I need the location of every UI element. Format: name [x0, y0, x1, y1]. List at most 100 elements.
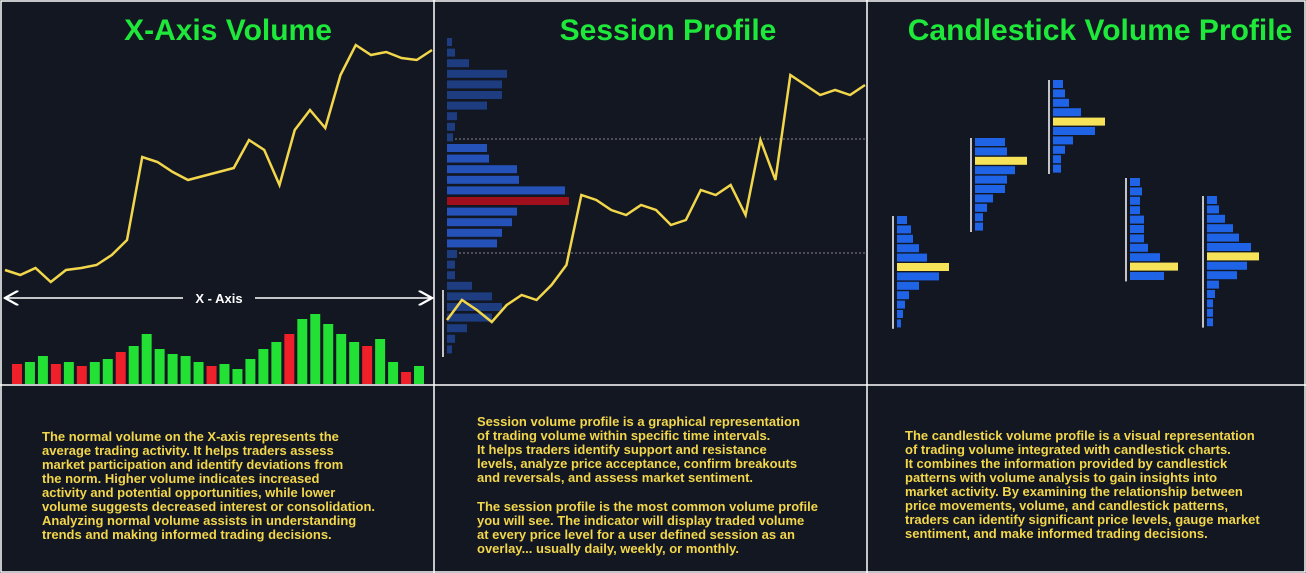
profile-bar: [897, 291, 909, 300]
axis-label: X - Axis: [195, 291, 242, 306]
volume-bar: [349, 342, 360, 384]
profile-bar: [1130, 272, 1164, 280]
description: average trading activity. It helps trade…: [42, 443, 334, 458]
volume-bar: [245, 359, 256, 384]
profile-bar: [897, 310, 903, 318]
profile-bar: [1207, 299, 1213, 308]
description: market participation and identify deviat…: [42, 457, 343, 472]
profile-bar: [975, 203, 987, 212]
profile-bar: [1053, 89, 1065, 98]
profile-bar: [447, 186, 565, 195]
volume-bar: [24, 362, 35, 384]
profile-bar: [1207, 233, 1239, 242]
profile-bar: [897, 253, 927, 262]
description: at every price level for a user defined …: [477, 527, 795, 542]
profile-bar: [447, 345, 452, 354]
volume-bar: [336, 334, 347, 384]
description: activity and potential opportunities, wh…: [42, 485, 335, 500]
profile-bar: [447, 271, 455, 280]
profile-bar: [1207, 196, 1217, 204]
description: It helps traders identify support and re…: [477, 442, 767, 457]
profile-bar: [975, 185, 1005, 193]
volume-bar: [102, 359, 113, 384]
description: of trading volume within specific time i…: [477, 428, 770, 443]
description: market activity. By examining the relati…: [905, 484, 1243, 499]
profile-bar: [447, 260, 455, 269]
profile-bar: [897, 263, 949, 271]
description: The candlestick volume profile is a visu…: [905, 428, 1255, 443]
profile-bar: [447, 144, 487, 152]
volume-bar: [323, 324, 334, 384]
profile-bar: [1130, 234, 1144, 243]
profile-bar: [1130, 178, 1140, 186]
volume-bar: [89, 362, 100, 384]
volume-bar: [401, 372, 412, 384]
volume-bar: [284, 334, 295, 384]
profile-bar: [1053, 155, 1061, 164]
profile-bar: [1207, 290, 1215, 298]
profile-bar: [975, 166, 1015, 175]
profile-bar: [447, 218, 512, 227]
profile-bar: [447, 101, 487, 110]
volume-bar: [63, 362, 74, 384]
description: trends and making informed trading decis…: [42, 527, 332, 542]
profile-bar: [1053, 136, 1073, 145]
volume-bar: [167, 354, 178, 384]
volume-bar: [375, 339, 386, 384]
profile-bar: [1130, 253, 1160, 262]
volume-bar: [219, 364, 230, 384]
description: price movements, volume, and candlestick…: [905, 498, 1228, 513]
profile-bar: [447, 207, 517, 216]
volume-bar: [180, 356, 191, 384]
price-line: [445, 72, 866, 324]
profile-bar: [1207, 308, 1213, 317]
profile-bar: [447, 165, 517, 174]
description: patterns with volume analysis to gain in…: [905, 470, 1217, 485]
profile-bar: [975, 175, 1007, 184]
profile-bar: [897, 225, 911, 234]
panel-title: X-Axis Volume: [124, 14, 332, 47]
profile-bar: [447, 175, 519, 184]
volume-bar: [206, 366, 217, 384]
profile-bar: [447, 197, 569, 205]
volume-bar: [310, 314, 321, 384]
axis-label-bg: [183, 290, 255, 306]
profile-bar: [897, 319, 901, 328]
profile-bar: [897, 244, 919, 253]
profile-bar: [447, 334, 455, 343]
volume-bar: [154, 349, 165, 384]
profile-bar: [975, 156, 1027, 165]
profile-bar: [447, 38, 452, 46]
description: Session volume profile is a graphical re…: [477, 414, 800, 429]
profile-bar: [1130, 187, 1142, 196]
profile-bar: [1130, 225, 1144, 233]
profile-bar: [1130, 206, 1140, 215]
profile-bar: [447, 313, 492, 322]
profile-bar: [975, 147, 1007, 156]
profile-bar: [1207, 318, 1213, 327]
profile-bar: [447, 122, 455, 131]
profile-bar: [897, 234, 913, 243]
profile-bar: [1053, 164, 1061, 173]
profile-bar: [1130, 196, 1140, 205]
description: you will see. The indicator will display…: [477, 513, 804, 528]
profile-bar: [447, 228, 502, 237]
description: overlay... usually daily, weekly, or mon…: [477, 541, 739, 556]
volume-bar: [115, 352, 126, 384]
profile-bar: [1130, 262, 1178, 271]
profile-bar: [447, 133, 453, 142]
profile-bar: [1207, 205, 1219, 214]
price-line: [4, 43, 433, 284]
volume-bar: [193, 362, 204, 384]
volume-bar: [128, 346, 139, 384]
profile-bar: [447, 281, 472, 290]
volume-bar: [362, 346, 373, 384]
profile-bar: [447, 112, 457, 121]
volume-bar: [297, 319, 308, 384]
description: the norm. Higher volume indicates increa…: [42, 471, 319, 486]
profile-bar: [1207, 214, 1225, 223]
profile-bar: [447, 91, 502, 99]
profile-bar: [975, 213, 983, 222]
profile-bar: [1207, 224, 1233, 233]
